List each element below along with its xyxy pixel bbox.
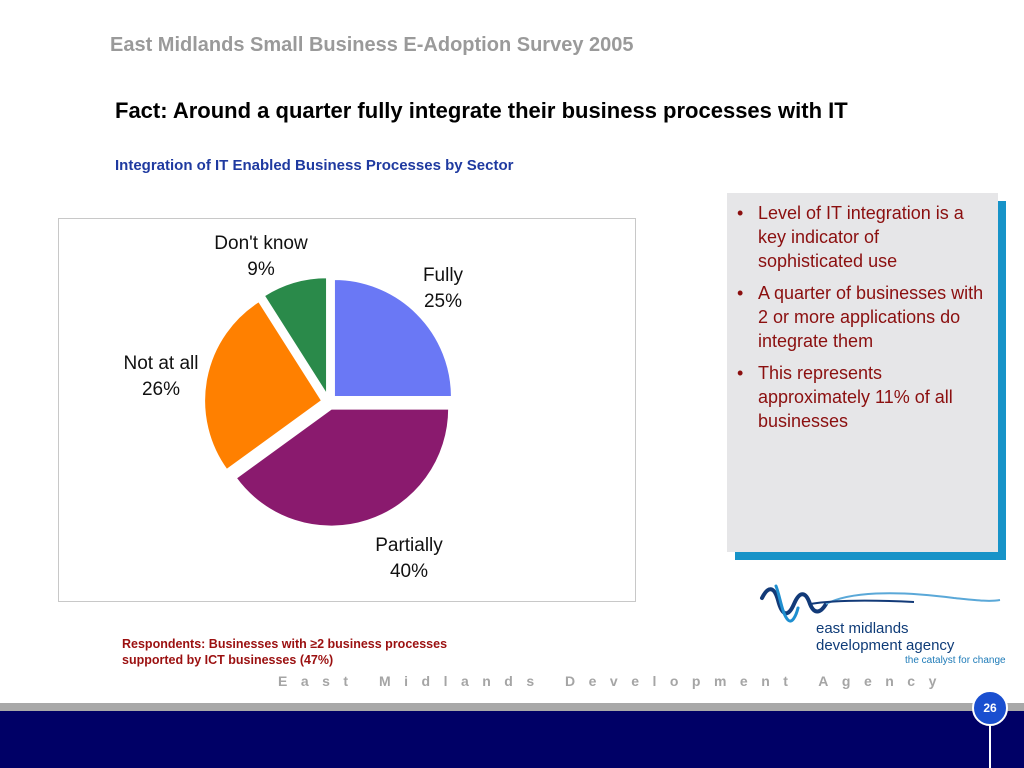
- respondents-line-2: supported by ICT businesses (47%): [122, 653, 334, 667]
- slice-value-label: 26%: [142, 379, 180, 400]
- key-point-item: • Level of IT integration is a key indica…: [737, 201, 988, 273]
- pie-slice-partially: [234, 407, 451, 528]
- footer-gray-band: [0, 703, 1024, 711]
- logo-text-line2: development agency: [816, 637, 955, 654]
- survey-title: East Midlands Small Business E-Adoption …: [110, 34, 634, 56]
- slice-label: Partially: [375, 535, 443, 556]
- pie-slice-fully: [332, 278, 453, 399]
- logo-text-line1: east midlands: [816, 620, 909, 637]
- page-number: 26: [983, 701, 997, 715]
- pie-slice-not-at-all: [203, 299, 324, 472]
- slice-value-label: 40%: [390, 561, 428, 582]
- key-point-text: Level of IT integration is a key indicat…: [758, 203, 964, 271]
- chart-title: Integration of IT Enabled Business Proce…: [115, 157, 514, 174]
- key-point-text: This represents approximately 11% of all…: [758, 363, 953, 431]
- respondents-note: Respondents: Businesses with ≥2 business…: [122, 636, 482, 668]
- key-points-panel: • Level of IT integration is a key indica…: [727, 193, 998, 552]
- key-points-list: • Level of IT integration is a key indica…: [737, 201, 988, 433]
- emda-logo: east midlands development agency the cat…: [754, 578, 1006, 666]
- page-number-badge: 26: [972, 690, 1008, 726]
- page-title: Fact: Around a quarter fully integrate t…: [115, 98, 848, 123]
- pie-chart-svg: Fully 25% Partially 40% Not at all 26% Don't k…: [124, 233, 464, 582]
- bullet-icon: •: [737, 203, 744, 223]
- footer-navy-band: [0, 711, 1024, 768]
- slice-label: Not at all: [124, 353, 199, 374]
- logo-tagline: the catalyst for change: [905, 655, 1006, 666]
- pie-chart: Fully 25% Partially 40% Not at all 26% Don't k…: [58, 218, 636, 602]
- key-point-item: • A quarter of businesses with 2 or more …: [737, 281, 988, 353]
- footer-agency-name: East Midlands Development Agency: [278, 673, 950, 689]
- bullet-icon: •: [737, 363, 744, 383]
- slice-value-label: 9%: [247, 259, 275, 280]
- wave-logo-icon: [760, 584, 1001, 623]
- slice-value-label: 25%: [424, 291, 462, 312]
- slice-label: Don't know: [214, 233, 308, 254]
- pie-slice-don-t-know: [262, 276, 329, 399]
- key-point-text: A quarter of businesses with 2 or more a…: [758, 283, 984, 351]
- bullet-icon: •: [737, 283, 744, 303]
- key-point-item: • This represents approximately 11% of al…: [737, 361, 988, 433]
- slice-label: Fully: [423, 265, 464, 286]
- respondents-line-1: Respondents: Businesses with ≥2 business…: [122, 637, 448, 651]
